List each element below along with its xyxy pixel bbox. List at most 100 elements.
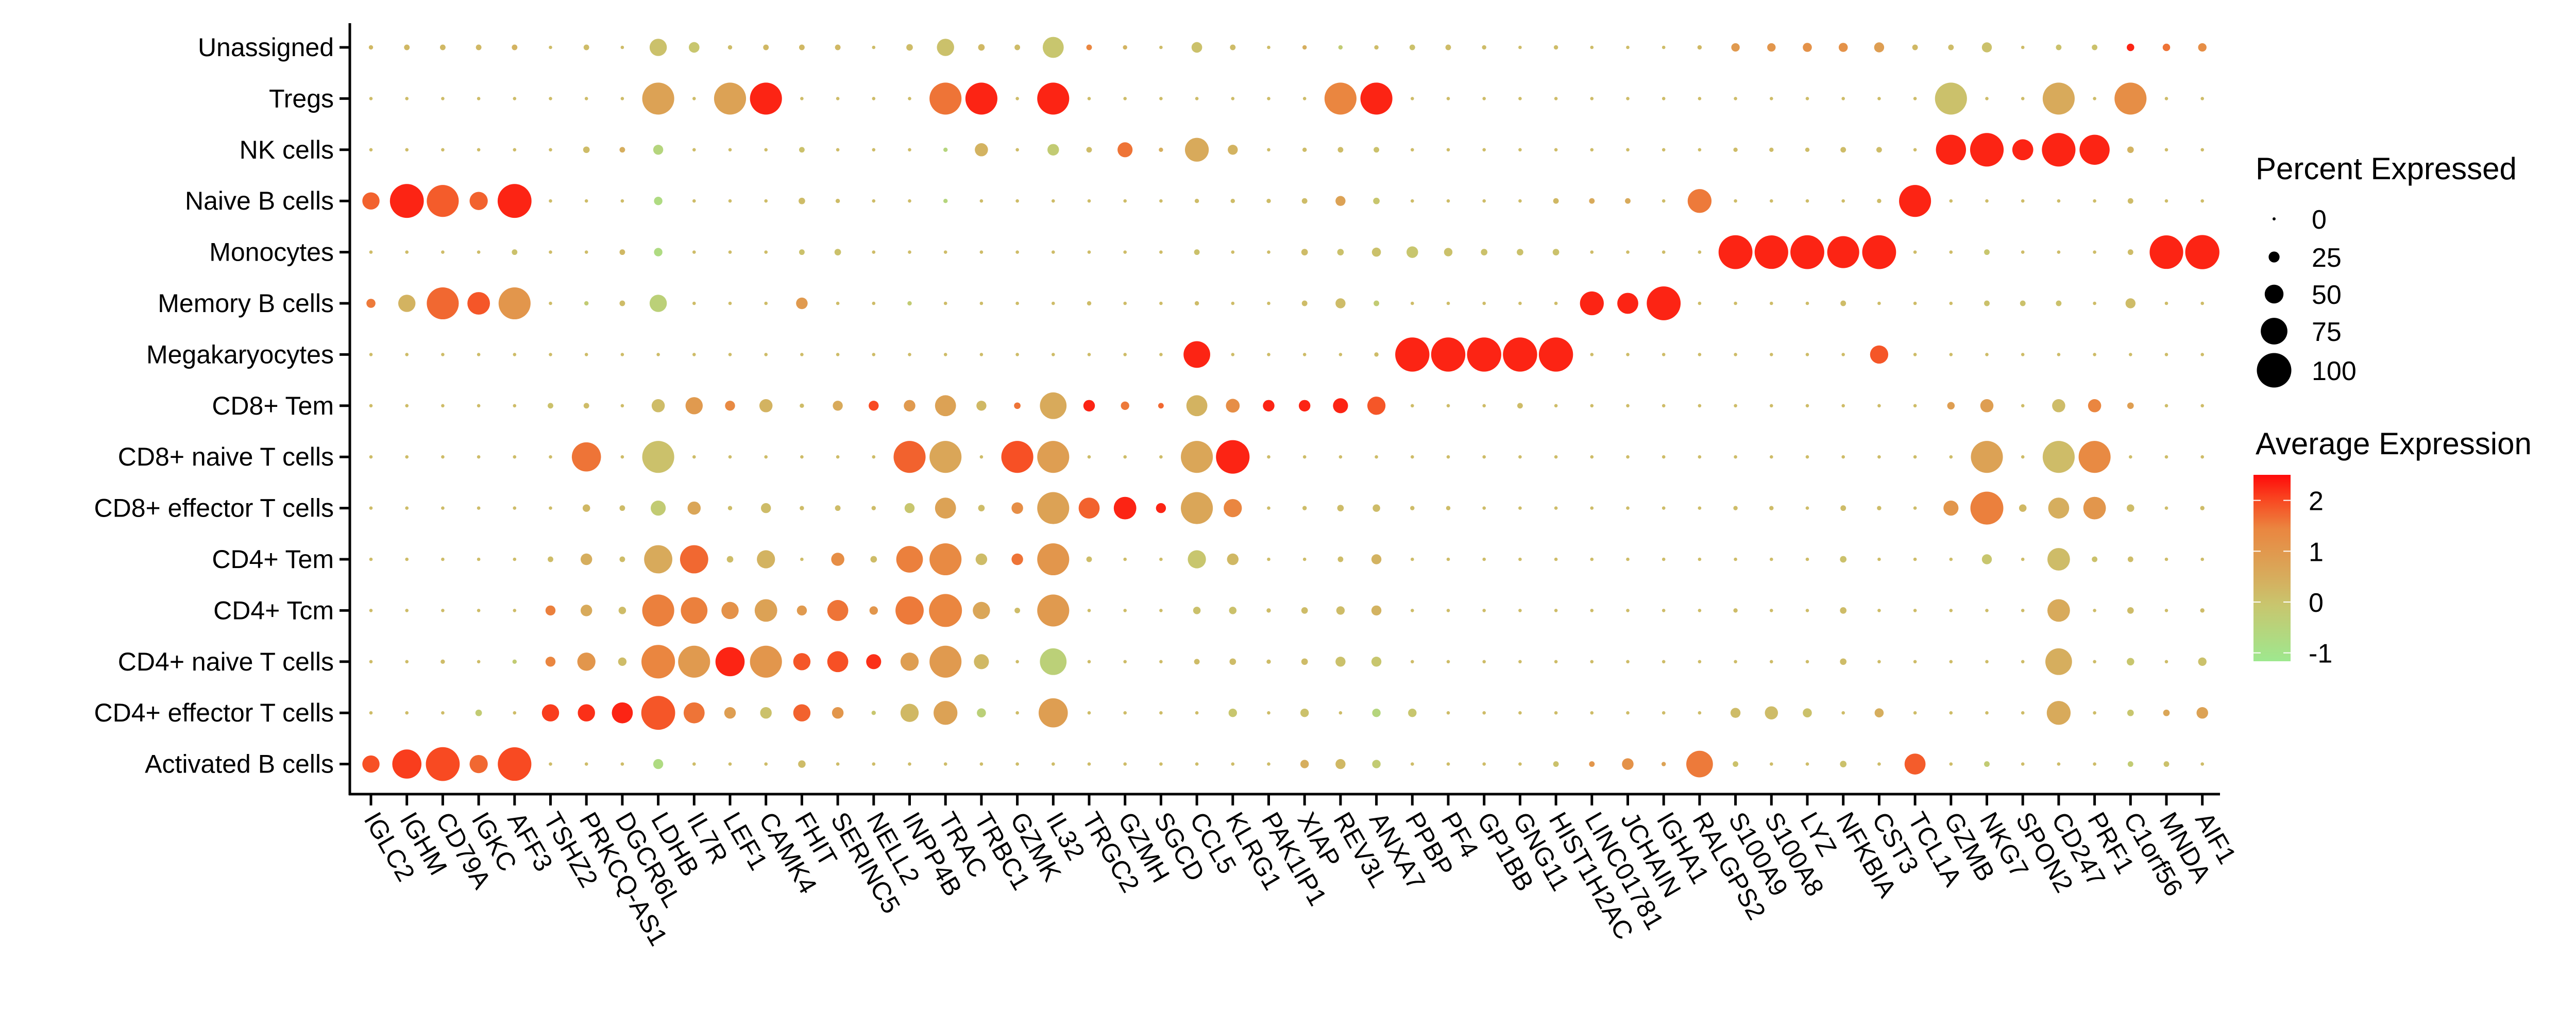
- dot-TSHZ2-Megakaryocytes: [549, 353, 552, 356]
- dot-TRGC2-CD4-Tcm: [1087, 609, 1091, 612]
- size-legend-dot: [2261, 318, 2287, 345]
- dot-XIAP-CD4-Tcm: [1301, 607, 1308, 614]
- dot-CD79A-Monocytes: [441, 250, 445, 254]
- dot-IGKC-Naive-B-cells: [469, 192, 488, 210]
- dot-RALGPS2-NK-cells: [1698, 148, 1702, 152]
- dot-FHIT-Activated-B-cells: [798, 760, 806, 768]
- dot-DGCR6L-Unassigned: [620, 45, 624, 49]
- dot-IL7R-CD4-naive-T-cells: [678, 645, 710, 678]
- dot-GP1BB-CD8-Tem: [1482, 404, 1486, 408]
- dot-LINC01781-CD8-effector-T-cells: [1590, 506, 1594, 510]
- dot-TRGC2-CD4-effector-T-cells: [1087, 711, 1091, 715]
- dot-GZMB-CD4-naive-T-cells: [1949, 660, 1953, 664]
- dot-GZMH-CD4-Tem: [1123, 557, 1127, 561]
- dot-IL32-CD8-naive-T-cells: [1037, 441, 1070, 473]
- dot-CD79A-NK-cells: [441, 148, 445, 152]
- dot-LYZ-Monocytes: [1790, 235, 1824, 269]
- dot-NKG7-CD4-Tem: [1981, 554, 1992, 564]
- color-legend-label: 0: [2309, 588, 2324, 618]
- dot-PF4-CD4-Tcm: [1446, 609, 1450, 612]
- dot-IL32-Megakaryocytes: [1051, 353, 1055, 356]
- dot-INPP4B-Megakaryocytes: [908, 353, 911, 356]
- dot-SGCD-CD8-Tem: [1158, 403, 1164, 409]
- dot-PRF1-CD4-Tem: [2092, 556, 2098, 562]
- dot-PF4-Naive-B-cells: [1446, 199, 1450, 203]
- dot-IGKC-NK-cells: [477, 148, 481, 152]
- dot-LDHB-CD4-Tcm: [642, 594, 674, 627]
- dot-KLRG1-Tregs: [1231, 97, 1235, 100]
- dot-C1orf56-Naive-B-cells: [2127, 198, 2133, 204]
- dot-CAMK4-Memory-B-cells: [764, 301, 768, 305]
- dot-CAMK4-CD4-Tcm: [754, 599, 777, 622]
- dot-S100A9-NK-cells: [1733, 147, 1738, 152]
- dot-LINC01781-CD8-naive-T-cells: [1590, 455, 1594, 459]
- dot-CD247-CD4-naive-T-cells: [2045, 648, 2072, 675]
- dot-MNDA-CD4-naive-T-cells: [2164, 660, 2168, 664]
- dot-C1orf56-CD8-Tem: [2127, 402, 2134, 409]
- dot-PRKCQ-AS1-Monocytes: [584, 250, 588, 254]
- dot-GZMB-Unassigned: [1948, 44, 1954, 50]
- dot-IL7R-CD4-Tcm: [681, 597, 708, 624]
- dot-S100A8-CD4-naive-T-cells: [1769, 660, 1773, 664]
- dot-TRBC1-Memory-B-cells: [979, 301, 984, 305]
- dot-IL7R-NK-cells: [692, 148, 696, 152]
- dot-SPON2-Monocytes: [2021, 250, 2025, 254]
- dot-LDHB-CD4-Tem: [644, 545, 672, 574]
- dot-REV3L-Memory-B-cells: [1335, 298, 1346, 308]
- dot-TCL1A-Monocytes: [1913, 250, 1917, 254]
- dot-JCHAIN-CD8-Tem: [1626, 404, 1630, 408]
- dot-LDHB-Unassigned: [649, 39, 667, 56]
- size-legend-dot: [2264, 284, 2284, 304]
- dot-NFKBIA-Megakaryocytes: [1841, 353, 1845, 356]
- dot-GZMK-Memory-B-cells: [1015, 301, 1019, 305]
- dot-SPON2-CD8-effector-T-cells: [2019, 504, 2027, 512]
- dot-SERINC5-Megakaryocytes: [836, 353, 840, 356]
- dot-NFKBIA-NK-cells: [1840, 147, 1846, 153]
- dot-TSHZ2-CD4-naive-T-cells: [545, 657, 556, 667]
- dot-ANXA7-NK-cells: [1374, 147, 1380, 153]
- dot-TRGC2-CD8-effector-T-cells: [1078, 497, 1100, 519]
- dot-C1orf56-Memory-B-cells: [2125, 298, 2136, 308]
- dot-GZMK-CD8-Tem: [1014, 402, 1021, 409]
- dot-JCHAIN-Megakaryocytes: [1626, 353, 1630, 356]
- dot-LYZ-CD4-Tcm: [1805, 609, 1809, 612]
- dot-IGHA1-Monocytes: [1662, 250, 1666, 254]
- dot-HIST1H2AC-Activated-B-cells: [1553, 761, 1559, 767]
- dot-CST3-Tregs: [1877, 97, 1881, 100]
- dot-XIAP-CD4-naive-T-cells: [1301, 658, 1308, 665]
- dot-PRKCQ-AS1-Naive-B-cells: [584, 199, 588, 203]
- dot-PF4-Activated-B-cells: [1446, 762, 1450, 766]
- dot-SGCD-NK-cells: [1159, 147, 1163, 152]
- dot-GNG11-CD8-Tem: [1517, 403, 1523, 409]
- dot-LYZ-Unassigned: [1803, 43, 1812, 52]
- dot-KLRG1-CD8-Tem: [1226, 399, 1240, 413]
- dot-MNDA-CD4-Tcm: [2164, 609, 2168, 612]
- size-legend-label: 0: [2312, 205, 2327, 235]
- dot-RALGPS2-Monocytes: [1698, 250, 1702, 254]
- dot-TRGC2-Monocytes: [1087, 250, 1091, 254]
- dot-IGHM-Monocytes: [405, 250, 409, 254]
- dot-CST3-CD8-Tem: [1877, 404, 1881, 408]
- dot-NKG7-Monocytes: [1984, 249, 1990, 255]
- dot-GNG11-CD4-naive-T-cells: [1518, 660, 1522, 664]
- dot-IGHM-CD8-effector-T-cells: [405, 506, 409, 510]
- dot-TRGC2-CD8-naive-T-cells: [1087, 455, 1091, 459]
- dot-TRAC-Monocytes: [943, 250, 947, 254]
- dot-SERINC5-Monocytes: [834, 249, 841, 255]
- dot-C1orf56-CD4-effector-T-cells: [2127, 709, 2134, 716]
- dot-GZMH-Activated-B-cells: [1123, 762, 1127, 766]
- dot-LYZ-Tregs: [1805, 97, 1809, 100]
- dot-CD247-CD4-effector-T-cells: [2046, 701, 2071, 725]
- dot-LEF1-Naive-B-cells: [728, 199, 732, 203]
- color-bar: [2253, 475, 2291, 661]
- dot-TCL1A-NK-cells: [1913, 148, 1917, 152]
- dot-PAK1IP1-NK-cells: [1267, 148, 1270, 152]
- dot-LINC01781-Monocytes: [1590, 250, 1594, 254]
- dot-LDHB-CD8-effector-T-cells: [651, 501, 666, 516]
- size-legend-dot: [2268, 251, 2280, 263]
- dot-CAMK4-CD4-Tem: [757, 550, 775, 569]
- y-tick-label: CD8+ effector T cells: [94, 494, 334, 523]
- dot-S100A8-CD8-Tem: [1769, 404, 1773, 408]
- dot-IGLC2-CD8-effector-T-cells: [369, 506, 373, 510]
- dot-CAMK4-Naive-B-cells: [764, 199, 768, 203]
